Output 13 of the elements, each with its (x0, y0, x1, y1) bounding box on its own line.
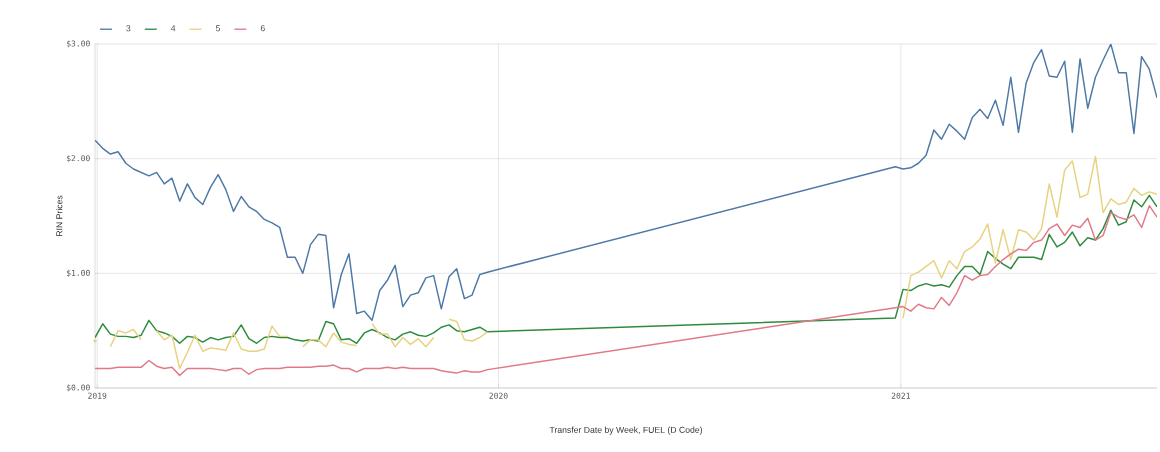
x-tick-label: 2021 (891, 392, 910, 399)
y-tick-label: $2.00 (66, 155, 90, 163)
legend-label: 3 (126, 25, 131, 32)
legend-label: 6 (260, 25, 265, 32)
y-tick-label: $3.00 (66, 40, 90, 48)
y-tick-label: $0.00 (66, 384, 90, 392)
y-axis-title: RIN Prices (56, 195, 63, 236)
legend-label: 4 (170, 25, 176, 32)
y-tick-label: $1.00 (66, 269, 90, 277)
x-tick-label: 2019 (88, 392, 107, 399)
x-axis-title: Transfer Date by Week, FUEL (D Code) (549, 426, 703, 435)
x-tick-label: 2020 (489, 392, 508, 399)
legend-label: 5 (215, 25, 221, 32)
